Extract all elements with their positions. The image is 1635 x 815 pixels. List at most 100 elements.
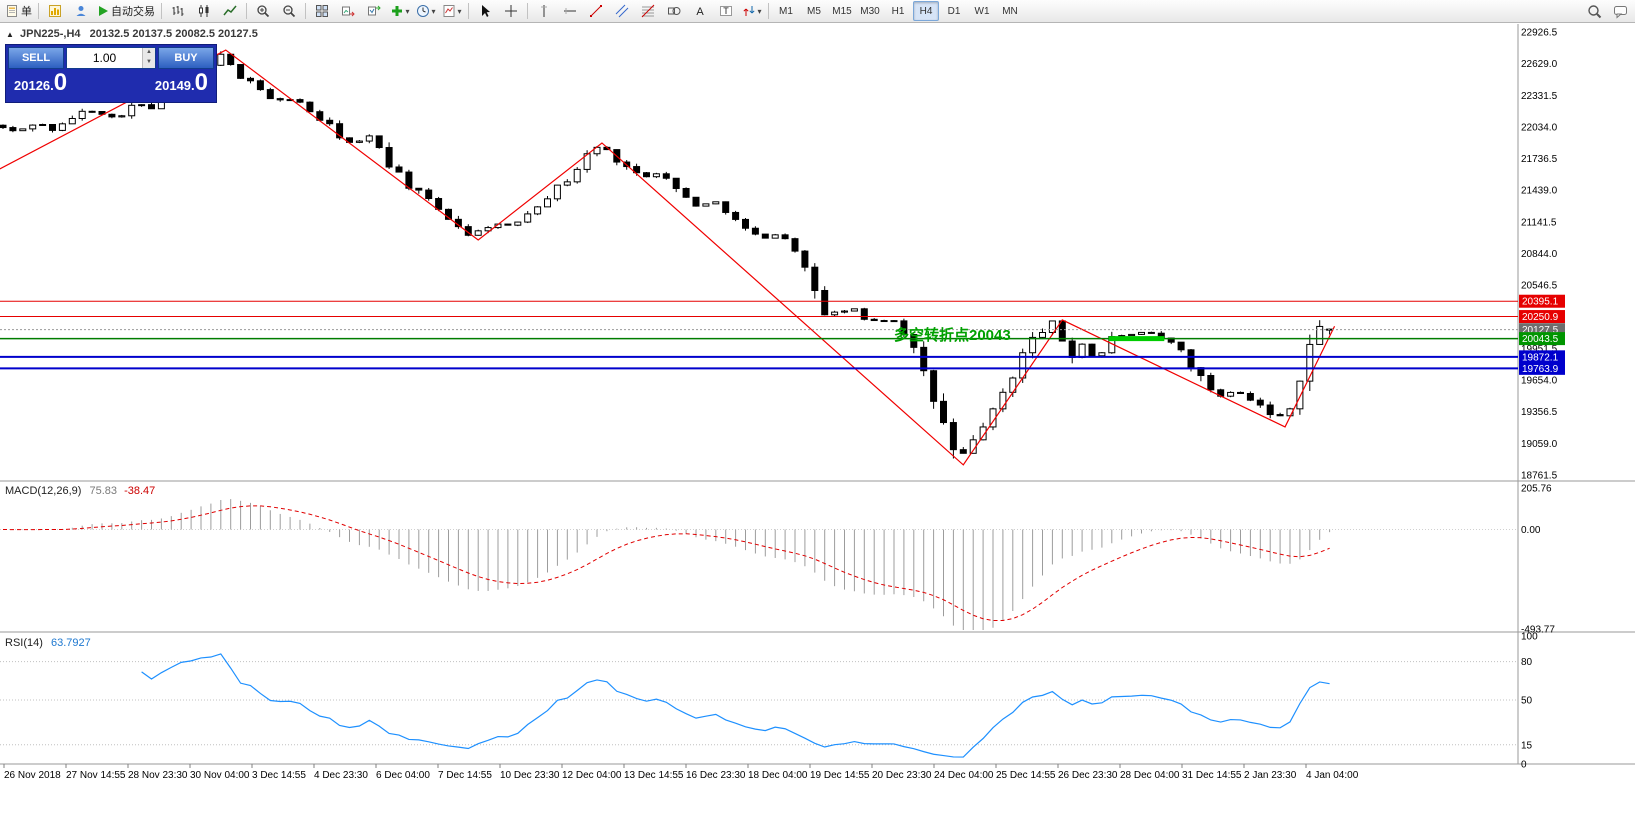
- vertical-line-button[interactable]: [531, 0, 557, 22]
- crosshair-button[interactable]: [498, 0, 524, 22]
- dropdown-arrow-icon[interactable]: ▾: [431, 6, 436, 16]
- tile-windows-button[interactable]: [309, 0, 335, 22]
- candle-body: [128, 104, 136, 117]
- feedback-button[interactable]: [1607, 0, 1633, 22]
- candlestick-chart-button[interactable]: [191, 0, 217, 22]
- candle: [1177, 341, 1185, 353]
- timeframe-m15-button[interactable]: M15: [832, 5, 852, 17]
- candle: [940, 393, 947, 425]
- candle: [890, 319, 898, 323]
- timeframe-m30-button[interactable]: M30: [860, 5, 880, 17]
- timeframe-d1-button[interactable]: D1: [947, 5, 961, 17]
- candle-body: [1078, 343, 1086, 358]
- time-axis[interactable]: 26 Nov 2018 27 Nov 14:55 28 Nov 23:30 30 No…: [3, 764, 1359, 781]
- candle: [1039, 328, 1046, 339]
- indicators-button[interactable]: ▾: [387, 0, 413, 22]
- timeframe-m5-button[interactable]: M5: [807, 5, 821, 17]
- bar-chart-button[interactable]: [165, 0, 191, 22]
- candle: [1128, 333, 1136, 337]
- candle-body: [732, 211, 740, 220]
- timeframe-h1-button[interactable]: H1: [891, 5, 905, 17]
- sell-price-main: 20126.: [14, 78, 54, 93]
- dropdown-arrow-icon[interactable]: ▾: [457, 6, 462, 16]
- buy-button[interactable]: BUY: [158, 47, 214, 69]
- timeframe-m1-button[interactable]: M1: [779, 5, 793, 17]
- time-axis-tick: 27 Nov 14:55: [66, 770, 126, 781]
- cursor-button[interactable]: [472, 0, 498, 22]
- zoom-in-button[interactable]: [250, 0, 276, 22]
- candle-body: [672, 177, 680, 189]
- candle-body: [761, 233, 769, 239]
- dropdown-arrow-icon[interactable]: ▾: [405, 6, 410, 16]
- candle: [534, 206, 542, 216]
- chart-text-annotation[interactable]: 多空转折点20043: [894, 327, 1011, 345]
- candle: [712, 201, 720, 205]
- time-axis-tick: 3 Dec 14:55: [252, 770, 306, 781]
- sell-button[interactable]: SELL: [8, 47, 64, 69]
- candle: [1138, 331, 1145, 335]
- auto-scroll-button[interactable]: [361, 0, 387, 22]
- time-axis-tick: 26 Dec 23:30: [1058, 770, 1118, 781]
- fibonacci-button[interactable]: [635, 0, 661, 22]
- time-axis-tick: 4 Dec 23:30: [314, 770, 368, 781]
- autotrading-button[interactable]: 自动交易: [94, 0, 158, 22]
- sell-price[interactable]: 20126.0: [14, 71, 67, 95]
- line-chart-button[interactable]: [217, 0, 243, 22]
- horizontal-line-button[interactable]: [557, 0, 583, 22]
- new-chart-button[interactable]: [42, 0, 68, 22]
- price-axis-tick: 21141.5: [1521, 217, 1557, 228]
- arrows-button[interactable]: ▾: [739, 0, 765, 22]
- zoom-out-button[interactable]: [276, 0, 302, 22]
- price-axis[interactable]: 22926.5 22629.0 22331.5 22034.0 21736.5 21439…: [1521, 28, 1558, 482]
- candle: [949, 418, 957, 459]
- candle: [217, 51, 225, 67]
- buy-price[interactable]: 20149.0: [155, 71, 208, 95]
- chat-icon: [1613, 4, 1628, 19]
- equidistant-channel-button[interactable]: [609, 0, 635, 22]
- new-order-button[interactable]: 单: [2, 0, 35, 22]
- candle: [58, 122, 66, 132]
- timeframe-mn-button[interactable]: MN: [1002, 5, 1018, 17]
- candle-body: [692, 196, 700, 207]
- rsi-scale[interactable]: 100 80 50 15 0: [1521, 632, 1538, 771]
- candle: [385, 142, 393, 169]
- time-axis-tick: 24 Dec 04:00: [934, 770, 994, 781]
- text-label-button[interactable]: T: [713, 0, 739, 22]
- arrange-charts-button[interactable]: [335, 0, 361, 22]
- templates-button[interactable]: ▾: [439, 0, 465, 22]
- text-button[interactable]: A: [687, 0, 713, 22]
- arrup-icon: [341, 4, 355, 18]
- profiles-button[interactable]: [68, 0, 94, 22]
- candle-body: [949, 422, 957, 451]
- candle-body: [1316, 325, 1324, 345]
- price-tag-20043.5: [1519, 332, 1565, 346]
- search-button[interactable]: [1581, 0, 1607, 22]
- trendline-button[interactable]: [583, 0, 609, 22]
- volume-down-button[interactable]: ▼: [143, 58, 155, 68]
- newchart-icon: [48, 4, 62, 18]
- timeframe-h4-button[interactable]: H4: [913, 1, 939, 21]
- candle: [692, 196, 700, 207]
- time-axis-tick: 6 Dec 04:00: [376, 770, 430, 781]
- candle-body: [415, 187, 423, 191]
- candle-body: [801, 250, 809, 268]
- timeframe-w1-button[interactable]: W1: [974, 5, 990, 17]
- candle: [266, 87, 274, 100]
- clock-icon: [416, 4, 430, 18]
- volume-up-button[interactable]: ▲: [143, 48, 155, 58]
- candle: [979, 422, 987, 441]
- candle: [365, 134, 373, 144]
- rsi-scale-tick: 80: [1521, 657, 1533, 668]
- turning-point-highlight[interactable]: [1108, 336, 1165, 342]
- shapes-button[interactable]: [661, 0, 687, 22]
- volume-input[interactable]: [67, 48, 142, 68]
- periods-button[interactable]: ▾: [413, 0, 439, 22]
- toolbar-separator: [246, 3, 247, 19]
- arrdn-icon: [367, 4, 381, 18]
- collapse-trade-panel-icon[interactable]: ▲: [6, 30, 14, 39]
- dropdown-arrow-icon[interactable]: ▾: [757, 6, 762, 16]
- macd-scale[interactable]: 205.76 0.00 -493.77: [1521, 484, 1555, 636]
- zigzag-line[interactable]: [0, 49, 1336, 466]
